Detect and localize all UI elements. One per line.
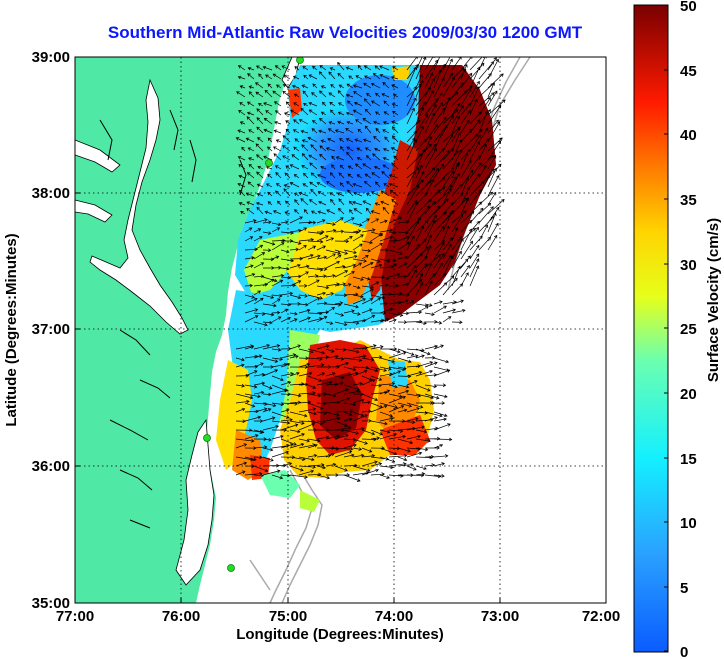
- colorbar-tick-label: 45: [680, 63, 697, 80]
- x-tick-label: 73:00: [481, 608, 519, 625]
- velocity-arrow-set: [235, 57, 506, 482]
- y-axis-label: Latitude (Degrees:Minutes): [3, 233, 20, 426]
- colorbar-tick-label: 20: [680, 386, 697, 403]
- y-tick-label: 38:00: [32, 185, 70, 202]
- y-tick-label: 37:00: [32, 321, 70, 338]
- y-tick-label: 36:00: [32, 458, 70, 475]
- y-axis-tick-labels: 39:00 38:00 37:00 36:00 35:00: [32, 49, 70, 612]
- y-tick-label: 39:00: [32, 49, 70, 66]
- colorbar-tick-label: 5: [680, 580, 688, 597]
- map-plot-area: [75, 57, 606, 603]
- map-title: Southern Mid-Atlantic Raw Velocities 200…: [108, 23, 583, 42]
- x-tick-label: 75:00: [269, 608, 307, 625]
- colorbar: 50 45 40 35 30 25 20 15 10 5 0 Surface V…: [633, 0, 722, 659]
- colorbar-tick-label: 10: [680, 515, 697, 532]
- x-tick-label: 72:00: [582, 608, 620, 625]
- station-marker: [203, 434, 211, 442]
- colorbar-tick-label: 25: [680, 321, 697, 338]
- colorbar-tick-label: 40: [680, 127, 697, 144]
- colorbar-tick-label: 0: [680, 644, 688, 659]
- colorbar-tick-label: 15: [680, 451, 697, 468]
- y-tick-label: 35:00: [32, 595, 70, 612]
- station-marker: [296, 57, 304, 64]
- map-grid: [75, 57, 606, 603]
- velocity-vectors: [235, 57, 506, 482]
- colorbar-tick-label: 50: [680, 0, 697, 15]
- colorbar-gradient: [633, 4, 669, 653]
- x-axis-tick-labels: 77:00 76:00 75:00 74:00 73:00 72:00: [56, 608, 620, 625]
- x-tick-label: 77:00: [56, 608, 94, 625]
- hf-radar-stations: [203, 57, 304, 572]
- colorbar-tick-label: 30: [680, 257, 697, 274]
- colorbar-label: Surface Velocity (cm/s): [705, 218, 722, 382]
- station-marker: [265, 159, 273, 167]
- station-marker: [227, 564, 235, 572]
- colorbar-tick-label: 35: [680, 192, 697, 209]
- x-tick-label: 76:00: [162, 608, 200, 625]
- plot-frame: [74, 56, 607, 604]
- x-axis-label: Longitude (Degrees:Minutes): [236, 626, 444, 643]
- chesapeake-bay: [89, 78, 189, 335]
- x-tick-label: 74:00: [375, 608, 413, 625]
- axis-tick-marks: [75, 192, 501, 603]
